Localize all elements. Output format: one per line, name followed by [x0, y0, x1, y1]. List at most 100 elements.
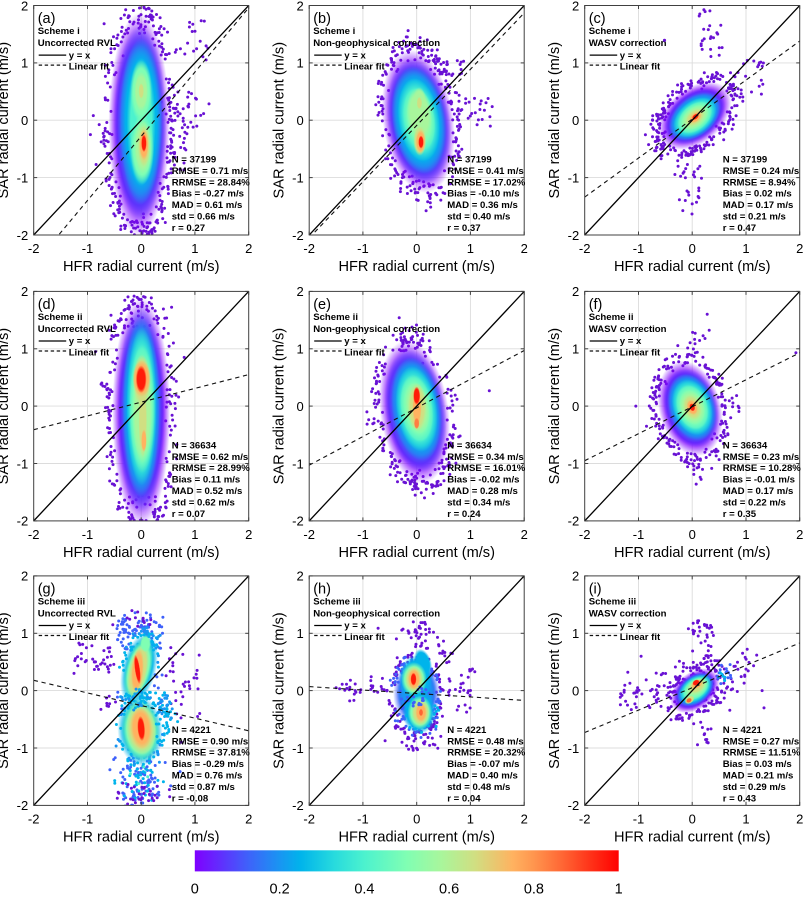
svg-text:Scheme i: Scheme i: [589, 26, 631, 37]
svg-text:-1: -1: [633, 527, 645, 542]
svg-text:RMSE = 0.41 m/s: RMSE = 0.41 m/s: [447, 166, 524, 177]
svg-text:-2: -2: [579, 527, 591, 542]
svg-text:Bias = -0.27 m/s: Bias = -0.27 m/s: [172, 189, 244, 200]
svg-text:-1: -1: [568, 741, 580, 756]
svg-text:2: 2: [572, 284, 579, 299]
svg-text:-1: -1: [82, 527, 94, 542]
svg-text:std = 0.48 m/s: std = 0.48 m/s: [447, 782, 510, 793]
svg-text:(f): (f): [589, 297, 603, 313]
svg-text:Bias = 0.03 m/s: Bias = 0.03 m/s: [723, 759, 792, 770]
svg-text:HFR radial current (m/s): HFR radial current (m/s): [614, 259, 771, 275]
svg-text:RMSE = 0.27 m/s: RMSE = 0.27 m/s: [723, 736, 800, 747]
svg-text:MAD = 0.76 m/s: MAD = 0.76 m/s: [172, 771, 243, 782]
svg-text:WASV correction: WASV correction: [589, 38, 667, 49]
svg-text:0.4: 0.4: [354, 881, 374, 897]
svg-text:r = 0.27: r = 0.27: [172, 223, 205, 234]
svg-text:1: 1: [467, 241, 474, 256]
svg-text:0: 0: [413, 811, 420, 826]
svg-text:N = 36634: N = 36634: [447, 440, 492, 451]
svg-text:0: 0: [138, 241, 145, 256]
svg-text:N = 37199: N = 37199: [447, 155, 492, 166]
svg-text:N = 36634: N = 36634: [172, 440, 217, 451]
svg-text:1: 1: [467, 811, 474, 826]
svg-text:2: 2: [21, 0, 28, 13]
svg-text:SAR radial current (m/s): SAR radial current (m/s): [272, 612, 288, 769]
svg-text:HFR radial current (m/s): HFR radial current (m/s): [63, 259, 220, 275]
svg-text:MAD = 0.61 m/s: MAD = 0.61 m/s: [172, 200, 243, 211]
svg-text:WASV correction: WASV correction: [589, 608, 667, 619]
svg-text:r = 0.07: r = 0.07: [172, 509, 205, 520]
svg-text:Bias = -0.07 m/s: Bias = -0.07 m/s: [447, 759, 519, 770]
svg-text:r = 0.43: r = 0.43: [723, 793, 756, 804]
svg-text:0: 0: [138, 811, 145, 826]
svg-text:0: 0: [296, 113, 303, 128]
svg-text:2: 2: [572, 569, 579, 584]
svg-text:Scheme i: Scheme i: [313, 26, 355, 37]
svg-text:r = -0.08: r = -0.08: [172, 793, 209, 804]
svg-text:Linear fit: Linear fit: [620, 348, 661, 359]
svg-text:std = 0.62 m/s: std = 0.62 m/s: [172, 497, 235, 508]
svg-text:2: 2: [572, 0, 579, 13]
svg-text:-1: -1: [357, 811, 369, 826]
svg-text:Bias = -0.01 m/s: Bias = -0.01 m/s: [723, 475, 795, 486]
svg-text:2: 2: [521, 241, 528, 256]
svg-text:1: 1: [572, 626, 579, 641]
svg-text:(d): (d): [38, 297, 56, 313]
svg-text:2: 2: [521, 527, 528, 542]
svg-text:0: 0: [138, 527, 145, 542]
svg-text:MAD = 0.52 m/s: MAD = 0.52 m/s: [172, 486, 243, 497]
svg-text:(i): (i): [589, 581, 602, 597]
svg-text:-1: -1: [633, 811, 645, 826]
svg-text:-1: -1: [568, 456, 580, 471]
svg-text:SAR radial current (m/s): SAR radial current (m/s): [547, 612, 563, 769]
svg-text:-1: -1: [292, 741, 304, 756]
svg-text:-1: -1: [82, 241, 94, 256]
svg-text:0: 0: [413, 241, 420, 256]
svg-text:-1: -1: [82, 811, 94, 826]
svg-text:Bias = -0.02 m/s: Bias = -0.02 m/s: [447, 475, 519, 486]
svg-text:Linear fit: Linear fit: [69, 348, 110, 359]
svg-text:RMSE = 0.23 m/s: RMSE = 0.23 m/s: [723, 452, 800, 463]
svg-text:Non-geophysical correction: Non-geophysical correction: [313, 38, 440, 49]
svg-text:-2: -2: [579, 241, 591, 256]
svg-text:SAR radial current (m/s): SAR radial current (m/s): [272, 328, 288, 485]
svg-text:0: 0: [191, 881, 199, 897]
svg-text:RMSE = 0.90 m/s: RMSE = 0.90 m/s: [172, 736, 249, 747]
svg-text:1: 1: [296, 56, 303, 71]
svg-text:-2: -2: [28, 241, 40, 256]
svg-text:Scheme iii: Scheme iii: [38, 597, 85, 608]
svg-text:-2: -2: [568, 798, 580, 813]
svg-text:1: 1: [296, 342, 303, 357]
svg-text:2: 2: [796, 527, 803, 542]
svg-text:0: 0: [689, 241, 696, 256]
svg-text:2: 2: [245, 241, 252, 256]
svg-text:-2: -2: [28, 811, 40, 826]
svg-text:y = x: y = x: [69, 50, 91, 61]
svg-text:0: 0: [572, 113, 579, 128]
svg-text:-1: -1: [292, 456, 304, 471]
svg-text:RMSE = 0.62 m/s: RMSE = 0.62 m/s: [172, 452, 249, 463]
svg-text:RRMSE = 28.84%: RRMSE = 28.84%: [172, 177, 251, 188]
svg-text:Uncorrected RVL: Uncorrected RVL: [38, 608, 116, 619]
svg-text:-2: -2: [17, 514, 29, 529]
svg-text:HFR radial current (m/s): HFR radial current (m/s): [338, 830, 495, 846]
svg-text:N = 4221: N = 4221: [172, 725, 212, 736]
svg-text:HFR radial current (m/s): HFR radial current (m/s): [614, 545, 771, 561]
svg-text:-1: -1: [357, 527, 369, 542]
svg-text:-2: -2: [568, 514, 580, 529]
svg-text:-1: -1: [17, 456, 29, 471]
svg-text:MAD = 0.21 m/s: MAD = 0.21 m/s: [723, 771, 794, 782]
svg-text:1: 1: [742, 241, 749, 256]
svg-text:2: 2: [21, 569, 28, 584]
svg-text:Non-geophysical correction: Non-geophysical correction: [313, 324, 440, 335]
svg-text:1: 1: [742, 811, 749, 826]
svg-text:1: 1: [21, 342, 28, 357]
svg-text:RMSE = 0.24 m/s: RMSE = 0.24 m/s: [723, 166, 800, 177]
svg-text:(a): (a): [38, 11, 56, 27]
svg-text:MAD = 0.40 m/s: MAD = 0.40 m/s: [447, 771, 518, 782]
svg-text:Linear fit: Linear fit: [620, 632, 661, 643]
svg-text:N = 37199: N = 37199: [723, 155, 768, 166]
svg-text:-1: -1: [17, 170, 29, 185]
svg-text:(c): (c): [589, 11, 606, 27]
svg-text:0: 0: [21, 399, 28, 414]
